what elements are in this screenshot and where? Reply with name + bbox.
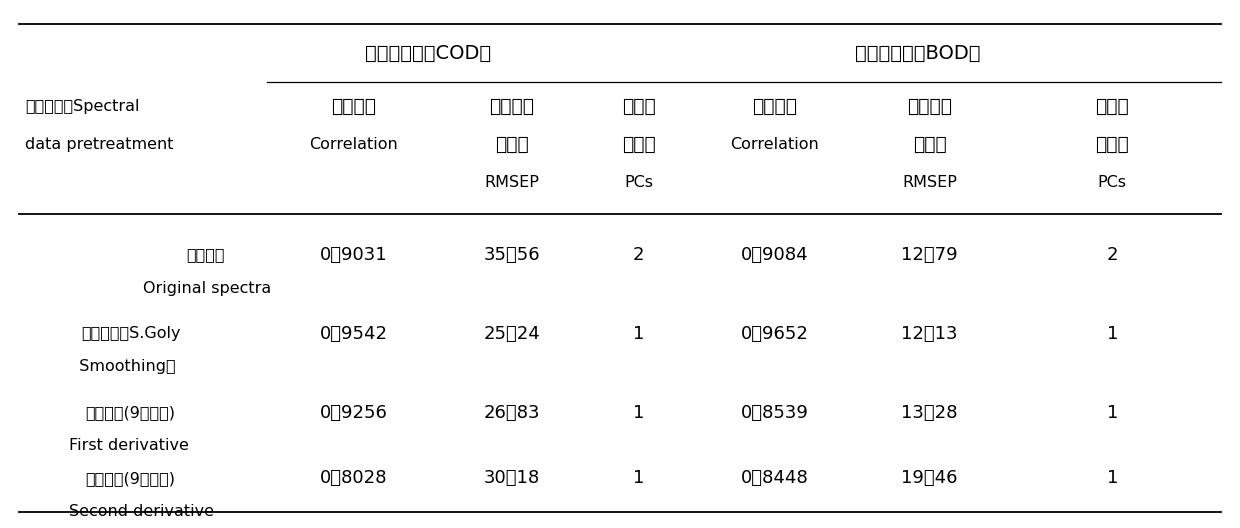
Text: 0．8028: 0．8028 [320,469,387,487]
Text: 卷积平滑（S.Goly: 卷积平滑（S.Goly [81,326,181,341]
Text: 1: 1 [1106,403,1118,421]
Text: Second derivative: Second derivative [68,504,213,519]
Text: 0．9652: 0．9652 [740,325,808,343]
Text: 0．8539: 0．8539 [740,403,808,421]
Text: PCs: PCs [1097,175,1127,190]
Text: 1: 1 [1106,469,1118,487]
Text: 生化需氧量（BOD）: 生化需氧量（BOD） [854,44,980,63]
Text: 最优主: 最优主 [621,97,656,116]
Text: 化学需氧量（COD）: 化学需氧量（COD） [365,44,491,63]
Text: RMSEP: RMSEP [484,175,539,190]
Text: 最优主: 最优主 [1095,97,1130,116]
Text: 1: 1 [632,325,645,343]
Text: Original spectra: Original spectra [143,281,272,296]
Text: 12．79: 12．79 [901,246,959,263]
Text: 12．13: 12．13 [901,325,959,343]
Text: RMSEP: RMSEP [903,175,957,190]
Text: 0．9542: 0．9542 [320,325,388,343]
Text: 19．46: 19．46 [901,469,959,487]
Text: Smoothing）: Smoothing） [68,359,175,374]
Text: 13．28: 13．28 [901,403,959,421]
Text: 35．56: 35．56 [484,246,539,263]
Text: 预测均方: 预测均方 [489,97,534,116]
Text: 相关系数: 相关系数 [753,97,797,116]
Text: 成分数: 成分数 [1095,135,1130,154]
Text: 相关系数: 相关系数 [331,97,376,116]
Text: 0．9256: 0．9256 [320,403,388,421]
Text: 预测均方: 预测均方 [908,97,952,116]
Text: 1: 1 [632,403,645,421]
Text: 根误差: 根误差 [913,135,946,154]
Text: 2: 2 [1106,246,1118,263]
Text: 0．8448: 0．8448 [742,469,808,487]
Text: 0．9084: 0．9084 [742,246,808,263]
Text: 26．83: 26．83 [484,403,539,421]
Text: 25．24: 25．24 [484,325,539,343]
Text: 成分数: 成分数 [621,135,656,154]
Text: 0．9031: 0．9031 [320,246,388,263]
Text: Correlation: Correlation [730,137,820,152]
Text: 预处理方法Spectral: 预处理方法Spectral [26,99,140,114]
Text: First derivative: First derivative [68,438,188,453]
Text: 一阶导数(9点平滑): 一阶导数(9点平滑) [86,405,176,420]
Text: PCs: PCs [624,175,653,190]
Text: 根误差: 根误差 [495,135,528,154]
Text: 1: 1 [632,469,645,487]
Text: 二阶导数(9点平滑): 二阶导数(9点平滑) [86,471,176,486]
Text: Correlation: Correlation [309,137,398,152]
Text: data pretreatment: data pretreatment [26,137,174,152]
Text: 原始光谱: 原始光谱 [186,247,224,262]
Text: 2: 2 [632,246,645,263]
Text: 1: 1 [1106,325,1118,343]
Text: 30．18: 30．18 [484,469,539,487]
